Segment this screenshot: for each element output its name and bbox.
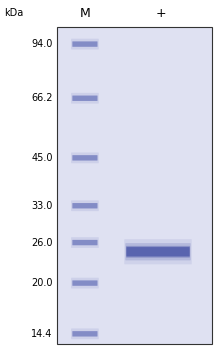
Text: 94.0: 94.0	[31, 39, 53, 49]
Text: 14.4: 14.4	[31, 329, 53, 339]
FancyBboxPatch shape	[71, 278, 99, 288]
Text: 45.0: 45.0	[31, 153, 53, 163]
FancyBboxPatch shape	[72, 95, 97, 101]
Text: 20.0: 20.0	[31, 278, 53, 288]
FancyBboxPatch shape	[71, 152, 99, 163]
FancyBboxPatch shape	[72, 240, 97, 245]
FancyBboxPatch shape	[72, 41, 97, 47]
FancyBboxPatch shape	[72, 331, 97, 337]
FancyBboxPatch shape	[125, 243, 191, 260]
FancyBboxPatch shape	[72, 155, 97, 161]
FancyBboxPatch shape	[71, 328, 99, 339]
FancyBboxPatch shape	[71, 39, 99, 49]
Text: +: +	[156, 7, 167, 20]
FancyBboxPatch shape	[124, 239, 192, 264]
Text: kDa: kDa	[4, 8, 24, 18]
Bar	[57, 27, 212, 344]
FancyBboxPatch shape	[71, 237, 99, 248]
FancyBboxPatch shape	[72, 280, 97, 286]
FancyBboxPatch shape	[126, 247, 190, 256]
FancyBboxPatch shape	[71, 93, 99, 104]
FancyBboxPatch shape	[71, 201, 99, 211]
Text: 26.0: 26.0	[31, 238, 53, 248]
FancyBboxPatch shape	[126, 246, 190, 258]
Text: 66.2: 66.2	[31, 93, 53, 103]
Text: 33.0: 33.0	[31, 201, 53, 211]
Text: M: M	[80, 7, 90, 20]
FancyBboxPatch shape	[72, 203, 97, 208]
